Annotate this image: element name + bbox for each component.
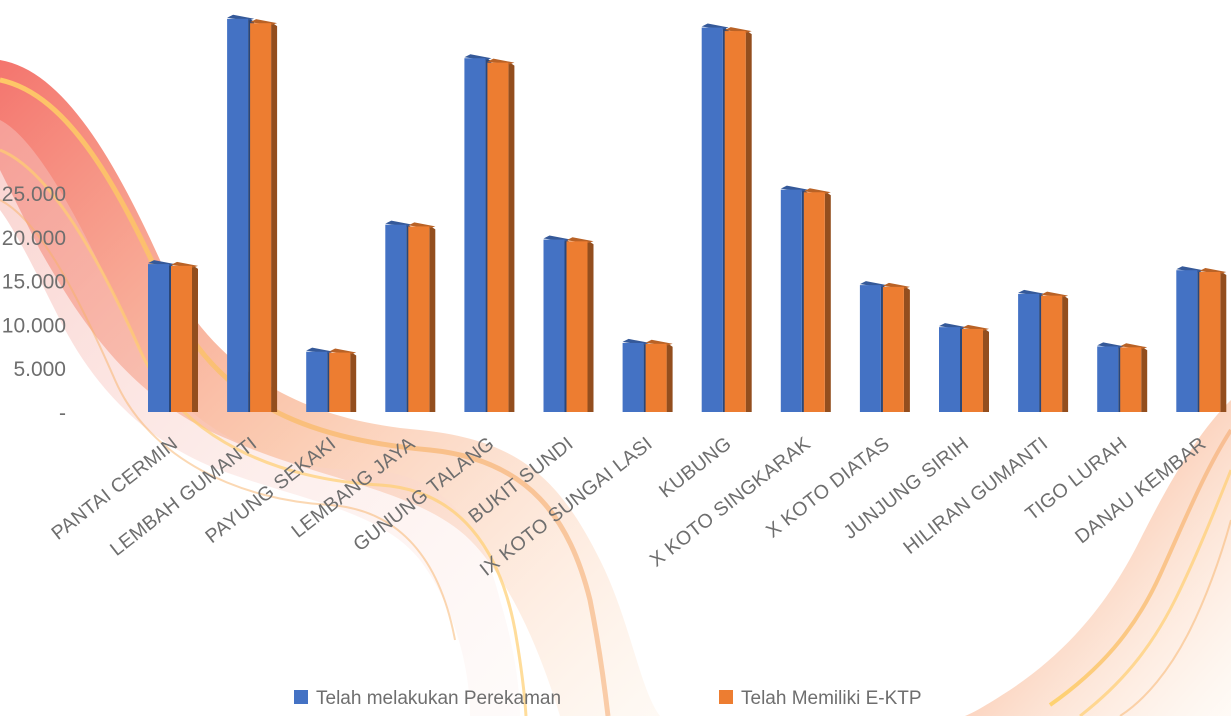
y-tick-label: 5.000 <box>13 358 66 381</box>
bar-ektp <box>882 282 910 412</box>
bar-ektp <box>1199 267 1227 412</box>
legend-label-series-1: Telah melakukan Perekaman <box>316 688 561 709</box>
bar-perekaman <box>543 235 571 412</box>
bar-perekaman <box>227 14 255 413</box>
bars <box>148 14 1227 413</box>
y-tick-label: - <box>59 402 66 425</box>
x-tick-label: PAYUNG SEKAKI <box>201 433 340 548</box>
x-tick-label: PANTAI CERMIN <box>47 433 182 545</box>
bar-ektp <box>171 261 198 412</box>
bar-ektp <box>487 58 515 412</box>
y-axis: - 5.000 10.000 15.000 20.000 25.000 <box>2 183 66 425</box>
bar-perekaman <box>148 260 175 412</box>
bar-perekaman <box>464 54 492 412</box>
y-tick-label: 10.000 <box>2 314 66 337</box>
bar-ektp <box>803 188 831 412</box>
legend-swatch-series-2 <box>719 690 733 704</box>
bar-perekaman <box>780 185 808 412</box>
bar-perekaman <box>1176 266 1204 412</box>
bar-ektp <box>1041 291 1069 412</box>
bar-perekaman <box>701 23 729 413</box>
x-tick-label: HILIRAN GUMANTI <box>899 433 1052 559</box>
y-tick-label: 20.000 <box>2 227 66 250</box>
legend-swatch-series-1 <box>294 690 308 704</box>
bar-perekaman <box>306 347 334 412</box>
bar-perekaman <box>939 323 966 412</box>
y-tick-label: 15.000 <box>2 271 66 294</box>
bar-ektp <box>329 348 357 412</box>
bar-ektp <box>408 222 436 412</box>
bar-ektp <box>724 27 752 413</box>
bar-ektp <box>962 324 989 412</box>
x-tick-label: DANAU KEMBAR <box>1071 433 1210 549</box>
x-tick-label: KUBUNG <box>655 433 736 503</box>
bar-perekaman <box>859 281 887 412</box>
legend-label-series-2: Telah Memiliki E-KTP <box>741 688 922 709</box>
bar-perekaman <box>385 220 413 412</box>
bar-ektp <box>645 339 673 412</box>
bar-ektp <box>566 237 594 412</box>
legend: Telah melakukan Perekaman Telah Memiliki… <box>294 688 922 709</box>
y-tick-label: 25.000 <box>2 183 66 206</box>
x-tick-label: GUNUNG TALANG <box>349 433 498 556</box>
bar-perekaman <box>1097 342 1125 412</box>
bar-ektp <box>1120 343 1148 412</box>
bar-ektp <box>250 19 278 413</box>
x-tick-label: LEMBAH GUMANTI <box>106 433 261 561</box>
bar-perekaman <box>622 338 650 412</box>
bar-perekaman <box>1018 289 1046 412</box>
